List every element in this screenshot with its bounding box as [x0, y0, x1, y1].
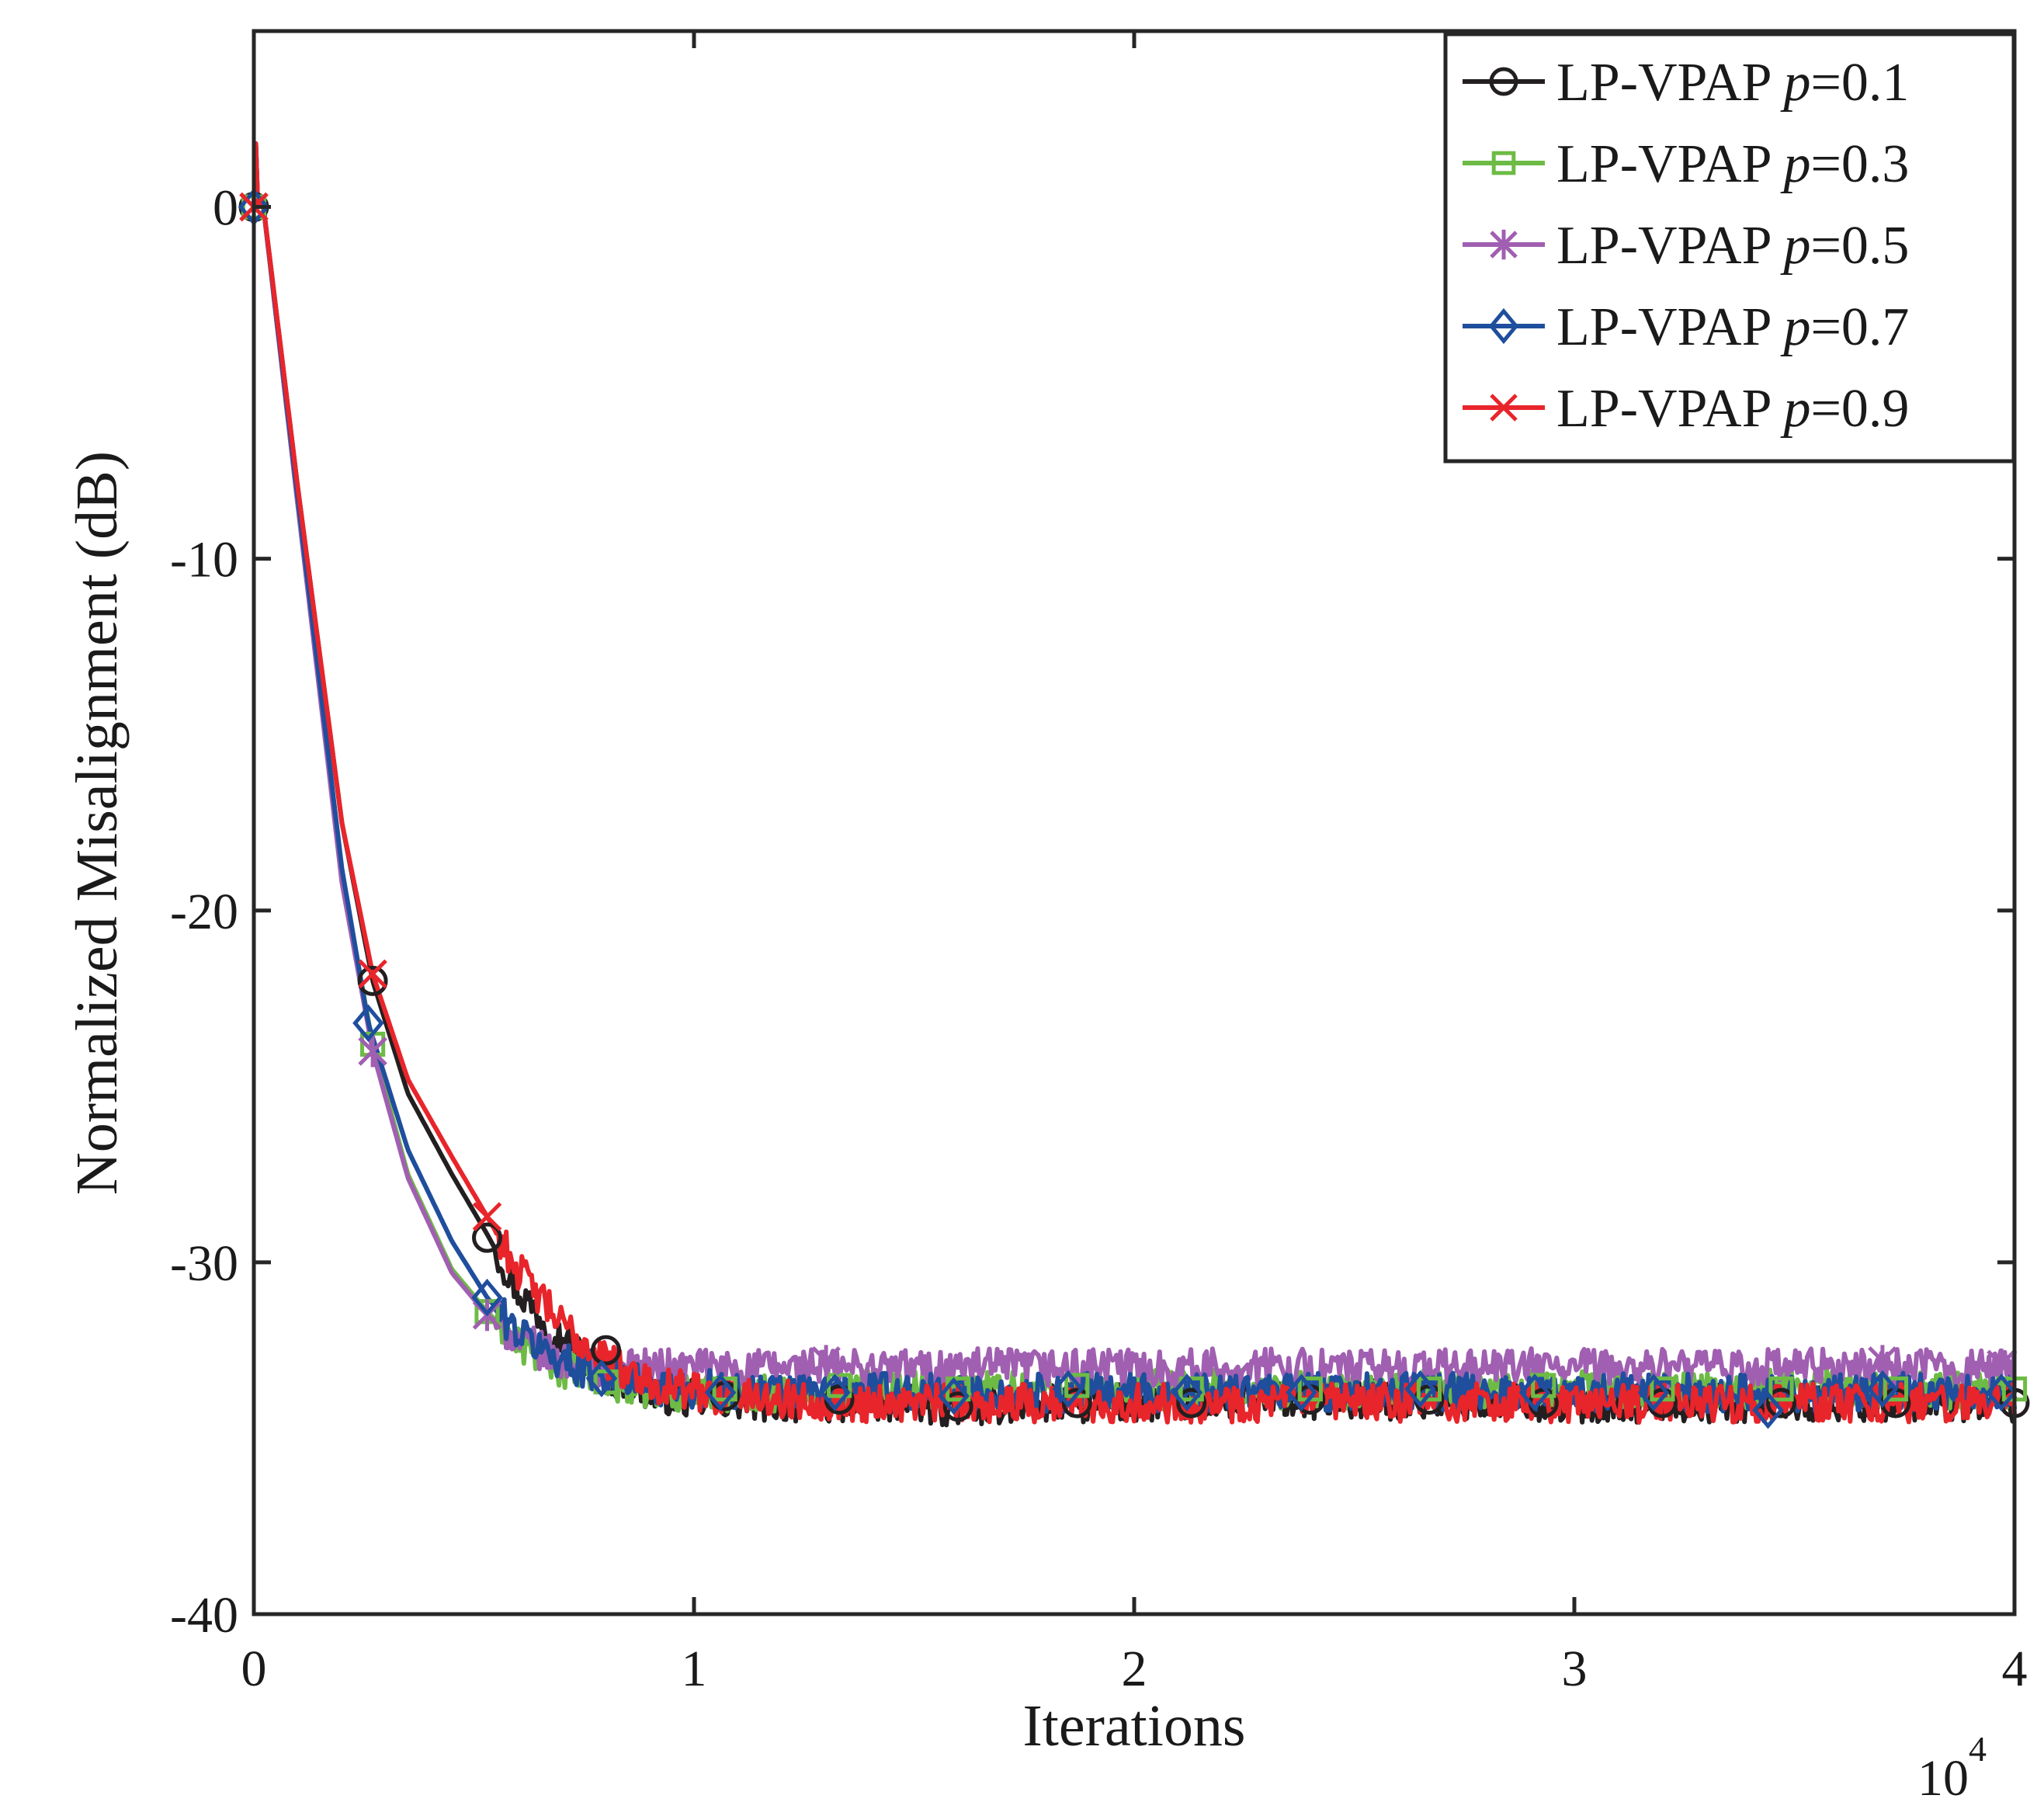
legend-label: LP-VPAP p=0.7	[1556, 297, 1909, 357]
y-tick-label: 0	[213, 180, 238, 237]
series-marker-lp-vpap-p-0-9	[472, 1202, 502, 1231]
legend-item-lp-vpap-p-0-1: LP-VPAP p=0.1	[1463, 53, 1909, 113]
series-marker-lp-vpap-p-0-1	[1765, 1387, 1796, 1418]
series-marker-lp-vpap-p-0-3	[593, 1369, 619, 1395]
series-marker-lp-vpap-p-0-3	[1178, 1376, 1204, 1402]
legend-item-lp-vpap-p-0-3: LP-VPAP p=0.3	[1463, 134, 1909, 194]
x-multiplier-exponent: 4	[1969, 1729, 1987, 1769]
x-tick-label: 4	[2002, 1641, 2028, 1697]
series-marker-lp-vpap-p-0-7	[1637, 1373, 1670, 1411]
series-marker-lp-vpap-p-0-5	[358, 1035, 387, 1068]
y-tick-label: -20	[170, 884, 238, 940]
series-marker-lp-vpap-p-0-1	[942, 1391, 973, 1422]
series-marker-lp-vpap-p-0-7	[1171, 1373, 1203, 1411]
legend-entries: LP-VPAP p=0.1 LP-VPAP p=0.3 LP-VPAP p=0.5 L…	[1463, 53, 1909, 439]
series-marker-lp-vpap-p-0-3	[1883, 1376, 1909, 1402]
series-marker-lp-vpap-p-0-1	[1176, 1387, 1207, 1418]
y-tick-label: -10	[170, 532, 238, 589]
series-line-lp-vpap-p-0-9	[252, 141, 2017, 1425]
series-marker-lp-vpap-p-0-7	[471, 1278, 503, 1317]
x-multiplier-base: 10	[1917, 1750, 1969, 1807]
series-marker-lp-vpap-p-0-7	[585, 1359, 618, 1398]
legend-marker	[1490, 229, 1518, 260]
y-tick-label: -30	[170, 1235, 238, 1292]
series-layer	[252, 141, 2017, 1428]
legend-marker	[1490, 394, 1518, 422]
series-marker-lp-vpap-p-0-1	[591, 1335, 622, 1366]
series-marker-lp-vpap-p-0-1	[472, 1222, 503, 1253]
legend-marker	[1489, 67, 1518, 96]
x-tick-label: 3	[1562, 1641, 1588, 1697]
x-axis-title: Iterations	[1022, 1693, 1245, 1759]
series-marker-lp-vpap-p-0-7	[1866, 1370, 1899, 1408]
series-line-lp-vpap-p-0-7	[252, 141, 2017, 1415]
series-marker-lp-vpap-p-0-7	[819, 1373, 851, 1411]
series-marker-lp-vpap-p-0-9	[358, 959, 387, 989]
x-tick-label: 2	[1122, 1641, 1147, 1697]
series-marker-lp-vpap-p-0-7	[1518, 1373, 1551, 1411]
series-marker-lp-vpap-p-0-3	[1768, 1376, 1794, 1402]
x-tick-label: 1	[682, 1641, 707, 1697]
x-tick-label: 0	[241, 1641, 267, 1697]
series-marker-lp-vpap-p-0-1	[357, 965, 388, 996]
marker-layer	[238, 188, 2030, 1429]
legend-label: LP-VPAP p=0.3	[1556, 134, 1909, 194]
y-axis-title: Normalized Misalignment (dB)	[64, 451, 130, 1195]
legend-marker	[1488, 307, 1519, 345]
legend: LP-VPAP p=0.1 LP-VPAP p=0.3 LP-VPAP p=0.5 L…	[1443, 32, 2016, 464]
series-marker-lp-vpap-p-0-7	[704, 1373, 737, 1411]
legend-label: LP-VPAP p=0.1	[1556, 53, 1909, 113]
legend-label: LP-VPAP p=0.9	[1556, 379, 1909, 439]
legend-marker	[1491, 151, 1516, 175]
legend-item-lp-vpap-p-0-9: LP-VPAP p=0.9	[1463, 379, 1909, 439]
series-marker-lp-vpap-p-0-7	[1985, 1373, 2018, 1411]
series-marker-lp-vpap-p-0-7	[1752, 1391, 1784, 1429]
legend-box	[1443, 32, 2016, 464]
series-marker-lp-vpap-p-0-7	[1404, 1370, 1436, 1408]
series-marker-lp-vpap-p-0-5	[811, 1345, 841, 1377]
legend-item-lp-vpap-p-0-7: LP-VPAP p=0.7	[1463, 297, 1909, 357]
series-marker-lp-vpap-p-0-1	[1061, 1387, 1092, 1418]
series-marker-lp-vpap-p-0-7	[1286, 1373, 1317, 1411]
y-tick-label: -40	[170, 1587, 238, 1644]
series-marker-lp-vpap-p-0-7	[352, 1004, 384, 1043]
series-line-lp-vpap-p-0-5	[252, 141, 2017, 1390]
series-marker-lp-vpap-p-0-3	[1416, 1376, 1442, 1402]
legend-item-lp-vpap-p-0-5: LP-VPAP p=0.5	[1463, 216, 1909, 276]
series-marker-lp-vpap-p-0-3	[712, 1376, 737, 1402]
legend-label: LP-VPAP p=0.5	[1556, 216, 1909, 276]
series-marker-lp-vpap-p-0-7	[1052, 1370, 1084, 1408]
series-marker-lp-vpap-p-0-7	[938, 1377, 970, 1415]
tick-layer: 0 1 2 3 4 0 -10 -20 -30 -40	[170, 31, 2028, 1697]
